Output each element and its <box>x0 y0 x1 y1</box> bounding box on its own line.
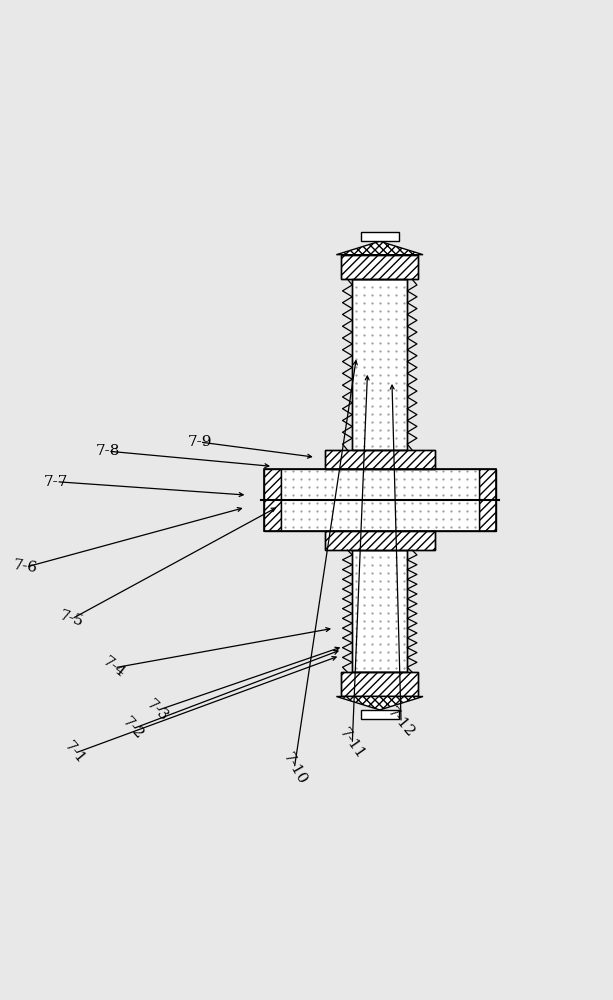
Bar <box>352 550 407 672</box>
Text: 7-4: 7-4 <box>101 655 128 681</box>
Bar <box>341 672 418 696</box>
Text: 7-10: 7-10 <box>280 750 309 787</box>
Bar <box>352 672 407 696</box>
Bar <box>264 469 281 531</box>
Bar <box>325 450 435 469</box>
Bar <box>264 469 496 531</box>
Text: 7-5: 7-5 <box>58 609 85 629</box>
Bar <box>281 469 479 531</box>
Bar <box>341 255 418 279</box>
Bar <box>325 450 435 469</box>
Bar <box>352 550 407 672</box>
Text: 7-1: 7-1 <box>61 739 88 767</box>
Bar <box>352 279 407 450</box>
Bar <box>352 255 407 279</box>
Bar <box>360 710 399 719</box>
Bar <box>479 469 496 531</box>
Text: 7-8: 7-8 <box>96 444 120 458</box>
Polygon shape <box>337 696 423 710</box>
Text: 7-3: 7-3 <box>143 697 170 724</box>
Bar <box>341 672 418 696</box>
Text: 7-9: 7-9 <box>188 435 212 449</box>
Bar <box>325 531 435 550</box>
Bar <box>325 531 435 550</box>
Polygon shape <box>337 241 423 255</box>
Bar <box>352 279 407 450</box>
Text: 7-2: 7-2 <box>119 715 146 743</box>
Bar <box>360 232 399 241</box>
Bar <box>341 255 418 279</box>
Text: 7-6: 7-6 <box>13 558 39 576</box>
Text: 7-7: 7-7 <box>44 475 69 489</box>
Text: 7-12: 7-12 <box>385 705 417 740</box>
Text: 7-11: 7-11 <box>337 726 368 762</box>
